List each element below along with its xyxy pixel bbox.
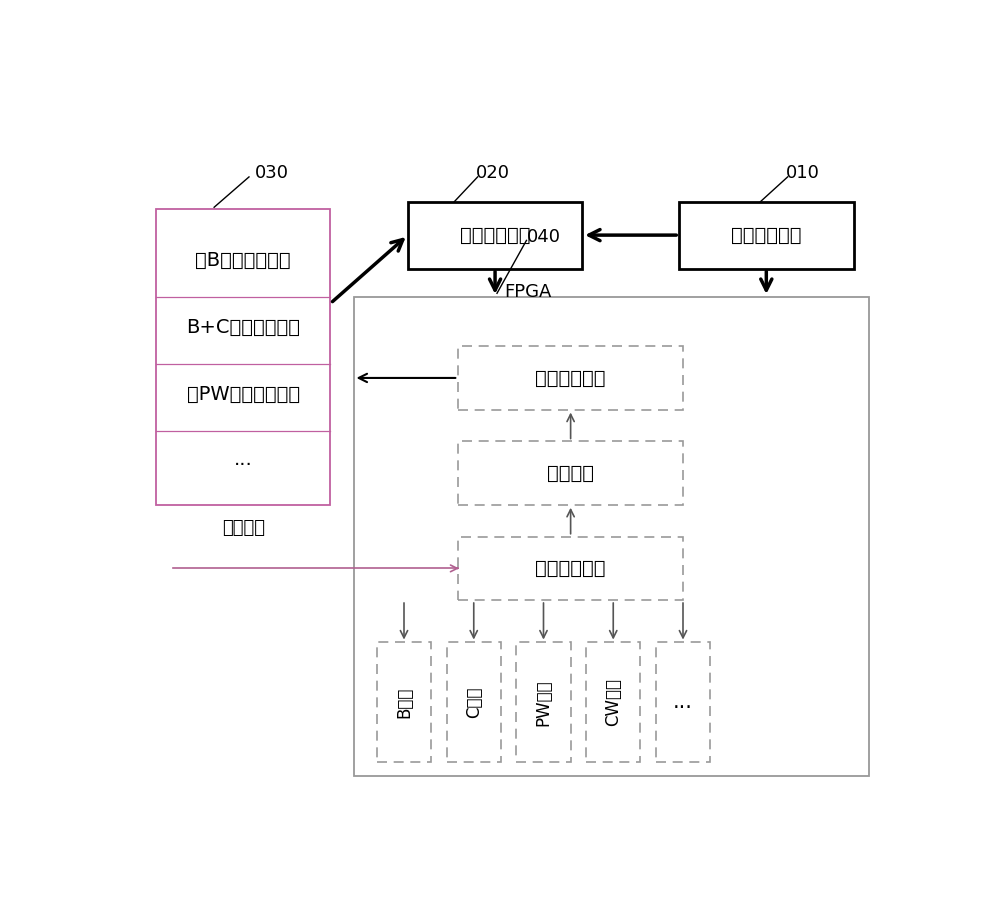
Bar — [656, 642, 710, 762]
Text: PW处理: PW处理 — [534, 679, 552, 725]
Text: 040: 040 — [526, 228, 560, 245]
Text: B+C模式配置文件: B+C模式配置文件 — [186, 318, 300, 337]
Text: ...: ... — [234, 450, 253, 469]
Text: 配置控制中心: 配置控制中心 — [460, 225, 530, 245]
Text: 发射波束合成: 发射波束合成 — [535, 368, 606, 387]
Text: 扫描控制: 扫描控制 — [547, 463, 594, 483]
Bar — [458, 442, 683, 505]
Bar — [354, 297, 869, 777]
Bar — [377, 642, 431, 762]
Text: 020: 020 — [476, 164, 510, 182]
Text: 单PW模式配置文件: 单PW模式配置文件 — [187, 385, 300, 404]
Text: 单B模式配置文件: 单B模式配置文件 — [195, 251, 291, 269]
Text: FPGA: FPGA — [504, 283, 552, 300]
Text: B处理: B处理 — [395, 687, 413, 718]
Bar — [447, 642, 501, 762]
Bar — [458, 537, 683, 600]
Text: 系统控制中心: 系统控制中心 — [731, 225, 802, 245]
Text: 存储区域: 存储区域 — [222, 519, 265, 537]
Text: CW处理: CW处理 — [604, 679, 622, 726]
Text: 030: 030 — [255, 164, 289, 182]
Text: 接收波束合成: 接收波束合成 — [535, 559, 606, 578]
Bar — [679, 202, 854, 268]
Bar — [458, 346, 683, 409]
Text: C处理: C处理 — [465, 687, 483, 718]
Bar — [516, 642, 571, 762]
Bar — [156, 209, 330, 505]
Bar — [408, 202, 582, 268]
Text: 010: 010 — [786, 164, 820, 182]
Text: ...: ... — [673, 692, 693, 713]
Bar — [586, 642, 640, 762]
